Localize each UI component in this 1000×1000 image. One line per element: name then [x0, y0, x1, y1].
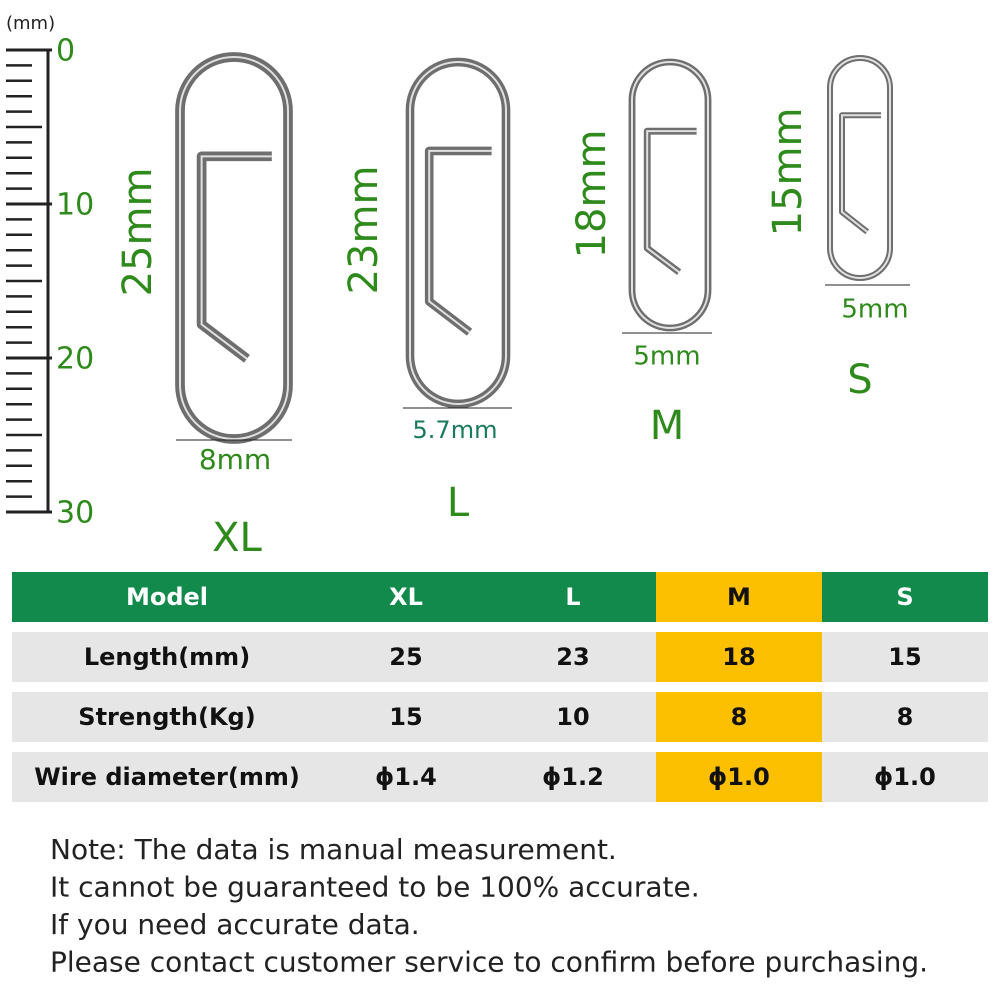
table-cell: [12, 692, 322, 742]
table-cell: [490, 692, 656, 742]
row-label: Length(mm): [84, 643, 250, 671]
clip-outer-shine: [179, 56, 289, 440]
length-label: 18mm: [569, 130, 615, 259]
cell-value: ϕ1.2: [542, 763, 604, 791]
row-label: Strength(Kg): [78, 703, 255, 731]
table-cell: [822, 692, 988, 742]
table-cell: [656, 692, 822, 742]
table-cell: [12, 632, 322, 682]
ruler-label: 30: [56, 496, 94, 531]
size-label: XL: [212, 515, 262, 561]
cell-value: ϕ1.0: [708, 763, 770, 791]
note-line: If you need accurate data.: [50, 908, 420, 941]
cell-value: 25: [389, 643, 422, 671]
row-label: Wire diameter(mm): [34, 763, 300, 791]
length-label: 25mm: [115, 168, 161, 297]
header-text: L: [565, 583, 580, 611]
note-line: It cannot be guaranteed to be 100% accur…: [50, 871, 700, 904]
size-label: M: [650, 403, 685, 449]
cell-value: 8: [731, 703, 748, 731]
table-cell: [656, 752, 822, 802]
header-cell: [822, 572, 988, 622]
size-label: S: [847, 357, 872, 403]
cell-value: 18: [722, 643, 755, 671]
header-cell: [490, 572, 656, 622]
cell-value: 8: [897, 703, 914, 731]
length-label: 23mm: [341, 166, 387, 295]
table-cell: [822, 632, 988, 682]
note-line: Please contact customer service to confi…: [50, 946, 928, 979]
note-line: Note: The data is manual measurement.: [50, 833, 617, 866]
header-cell: [12, 572, 322, 622]
clip-outer-shine: [631, 61, 709, 329]
clip-inner-shine: [428, 149, 492, 333]
cell-value: 23: [556, 643, 589, 671]
width-label: 5mm: [841, 295, 908, 325]
header-cell: [322, 572, 490, 622]
width-label: 5mm: [633, 342, 700, 372]
cell-value: ϕ1.4: [375, 763, 437, 791]
header-text: M: [727, 583, 751, 611]
header-text: Model: [126, 583, 208, 611]
table-cell: [322, 752, 490, 802]
table-cell: [490, 752, 656, 802]
clip-inner-shine: [646, 130, 697, 273]
clip-outer-shine: [409, 61, 507, 405]
table-cell: [656, 632, 822, 682]
size-label: L: [447, 480, 470, 526]
table-cell: [322, 632, 490, 682]
header-text: XL: [389, 583, 423, 611]
ruler-label: 20: [56, 342, 94, 377]
header-text: S: [896, 583, 913, 611]
ruler-label: 10: [56, 188, 94, 223]
ruler-unit: (mm): [6, 13, 55, 34]
table-cell: [822, 752, 988, 802]
cell-value: 15: [888, 643, 921, 671]
width-label: 5.7mm: [413, 416, 498, 444]
cell-value: ϕ1.0: [874, 763, 936, 791]
cell-value: 15: [389, 703, 422, 731]
table-cell: [490, 632, 656, 682]
table-cell: [12, 752, 322, 802]
width-label: 8mm: [199, 443, 271, 476]
clip-inner-shine: [200, 155, 272, 360]
clip-outer-shine: [829, 57, 891, 279]
length-label: 15mm: [765, 108, 811, 237]
table-cell: [322, 692, 490, 742]
header-cell: [656, 572, 822, 622]
ruler-label: 0: [56, 34, 75, 69]
clip-inner-shine: [841, 114, 881, 233]
cell-value: 10: [556, 703, 589, 731]
